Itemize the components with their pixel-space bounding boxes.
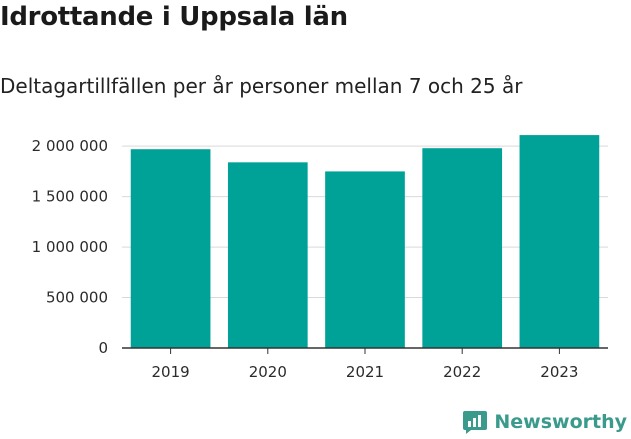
x-axis-ticks: 2019 2020 2021 2022 2023 — [152, 348, 578, 381]
bar-2023 — [519, 135, 600, 348]
bar-chart: 0 500 000 1 000 000 1 500 000 2 000 000 2019… — [32, 135, 608, 381]
x-tick-label: 2019 — [152, 363, 190, 381]
y-axis-ticks: 0 500 000 1 000 000 1 500 000 2 000 000 — [32, 137, 108, 357]
x-tick-label: 2023 — [540, 363, 578, 381]
bar-2022 — [422, 148, 503, 348]
x-tick-label: 2020 — [249, 363, 287, 381]
bar-2019 — [130, 149, 211, 348]
brand-logo: Newsworthy — [462, 409, 627, 435]
bars — [130, 135, 600, 348]
bar-2020 — [227, 162, 308, 348]
y-tick-label: 0 — [98, 339, 108, 357]
y-tick-label: 2 000 000 — [32, 137, 108, 155]
newsworthy-logo-icon — [463, 411, 488, 434]
y-tick-label: 500 000 — [46, 289, 108, 307]
chart-subtitle: Deltagartillfällen per år personer mella… — [0, 74, 523, 98]
chart-title: Idrottande i Uppsala län — [0, 2, 348, 32]
bar-2021 — [325, 171, 405, 348]
brand-name: Newsworthy — [494, 411, 627, 433]
y-tick-label: 1 500 000 — [32, 188, 108, 206]
x-tick-label: 2022 — [443, 363, 481, 381]
x-tick-label: 2021 — [346, 363, 384, 381]
y-tick-label: 1 000 000 — [32, 238, 108, 256]
